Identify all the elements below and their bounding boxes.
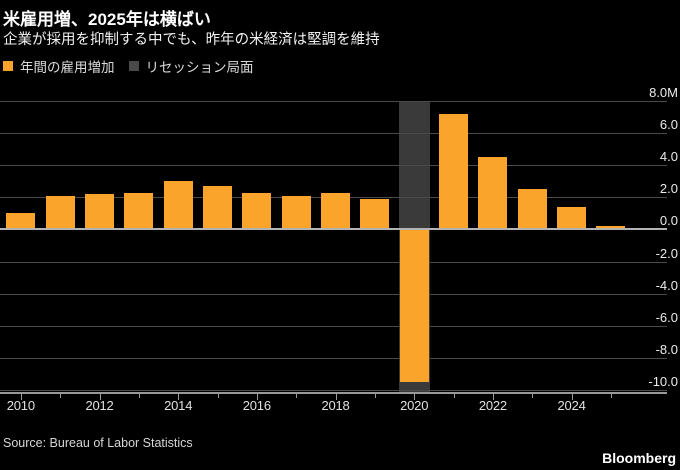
x-tick-2012 [99, 394, 101, 400]
bar-2021 [439, 113, 468, 230]
x-tick-label-2012: 2012 [85, 398, 114, 413]
bar-2012 [85, 194, 114, 230]
x-tick-2016 [256, 394, 258, 400]
x-tick-2013 [138, 394, 140, 398]
bar-2025 [596, 226, 626, 230]
y-tick-label-0: 0.0 [659, 213, 678, 229]
page-subtitle: 企業が採用を抑制する中でも、昨年の米経済は堅調を維持 [3, 32, 380, 48]
x-axis: 2010 2012 2014 2016 2018 2020 2022 2024 [0, 394, 667, 424]
x-tick-label-2020: 2020 [400, 398, 429, 413]
zero-baseline [0, 228, 667, 231]
legend-item-recession: リセッション局面 [128, 56, 254, 76]
x-tick-label-2010: 2010 [6, 398, 35, 413]
gridline-6 [0, 133, 667, 135]
recession-band-swatch-icon [128, 61, 139, 71]
y-tick-label--4: -4.0 [655, 277, 678, 293]
gridline-8 [0, 101, 667, 102]
bloomberg-logo: Bloomberg [602, 450, 676, 466]
x-tick-2015 [217, 394, 219, 398]
page-title: 米雇用増、2025年は横ばい [3, 10, 211, 29]
x-tick-2018 [335, 394, 337, 400]
bar-2022 [478, 157, 508, 230]
bar-2024 [557, 207, 587, 230]
bar-2014 [163, 181, 193, 230]
x-tick-2023 [532, 394, 534, 398]
bar-2010 [6, 213, 36, 230]
bar-2017 [281, 195, 311, 230]
y-tick-label-8: 8.0M [649, 85, 678, 100]
gridline-4 [0, 165, 667, 167]
x-tick-2019 [374, 394, 376, 398]
x-tick-2010 [20, 394, 22, 400]
legend-item-job-gains: 年間の雇用増加 [3, 56, 115, 76]
gridline--6 [0, 325, 667, 327]
bar-2016 [242, 192, 272, 230]
x-tick-2025 [610, 394, 612, 398]
legend-label-recession: リセッション局面 [145, 60, 254, 75]
bar-2015 [203, 186, 232, 230]
bar-series-swatch-icon [3, 61, 13, 71]
bar-2013 [124, 192, 154, 230]
x-tick-2020 [414, 394, 416, 400]
x-tick-2011 [60, 394, 62, 398]
bar-2020 [399, 229, 429, 382]
y-tick-label--6: -6.0 [655, 309, 678, 325]
chart-region: 2010 2012 2014 2016 2018 2020 2022 2024 8.0M 6.0… [0, 85, 680, 413]
x-tick-label-2018: 2018 [321, 398, 350, 413]
bar-2011 [45, 195, 75, 230]
x-axis-line [0, 392, 667, 394]
bar-2019 [360, 198, 390, 230]
gridline--10 [0, 390, 667, 391]
x-tick-2024 [571, 394, 573, 400]
x-tick-label-2014: 2014 [164, 398, 193, 413]
x-tick-2017 [296, 394, 298, 398]
y-tick-label--10: -10.0 [648, 374, 678, 389]
y-tick-label-6: 6.0 [659, 117, 678, 133]
legend-label-job-gains: 年間の雇用増加 [20, 60, 115, 75]
chart-legend: 年間の雇用増加 リセッション局面 [3, 56, 268, 76]
x-tick-label-2022: 2022 [478, 398, 507, 413]
bar-2023 [517, 189, 547, 230]
plot-area [0, 101, 667, 394]
gridline--2 [0, 261, 667, 263]
x-tick-2022 [492, 394, 494, 400]
y-tick-label-2: 2.0 [659, 181, 678, 197]
x-tick-2014 [178, 394, 180, 400]
x-tick-label-2016: 2016 [242, 398, 271, 413]
bar-2018 [321, 192, 350, 230]
gridline--8 [0, 357, 667, 359]
x-tick-label-2024: 2024 [557, 398, 586, 413]
y-tick-label-4: 4.0 [659, 149, 678, 165]
y-tick-label--2: -2.0 [655, 245, 678, 261]
source-note: Source: Bureau of Labor Statistics [3, 436, 193, 450]
y-tick-label--8: -8.0 [655, 341, 678, 357]
x-tick-2021 [453, 394, 455, 398]
gridline--4 [0, 293, 667, 295]
